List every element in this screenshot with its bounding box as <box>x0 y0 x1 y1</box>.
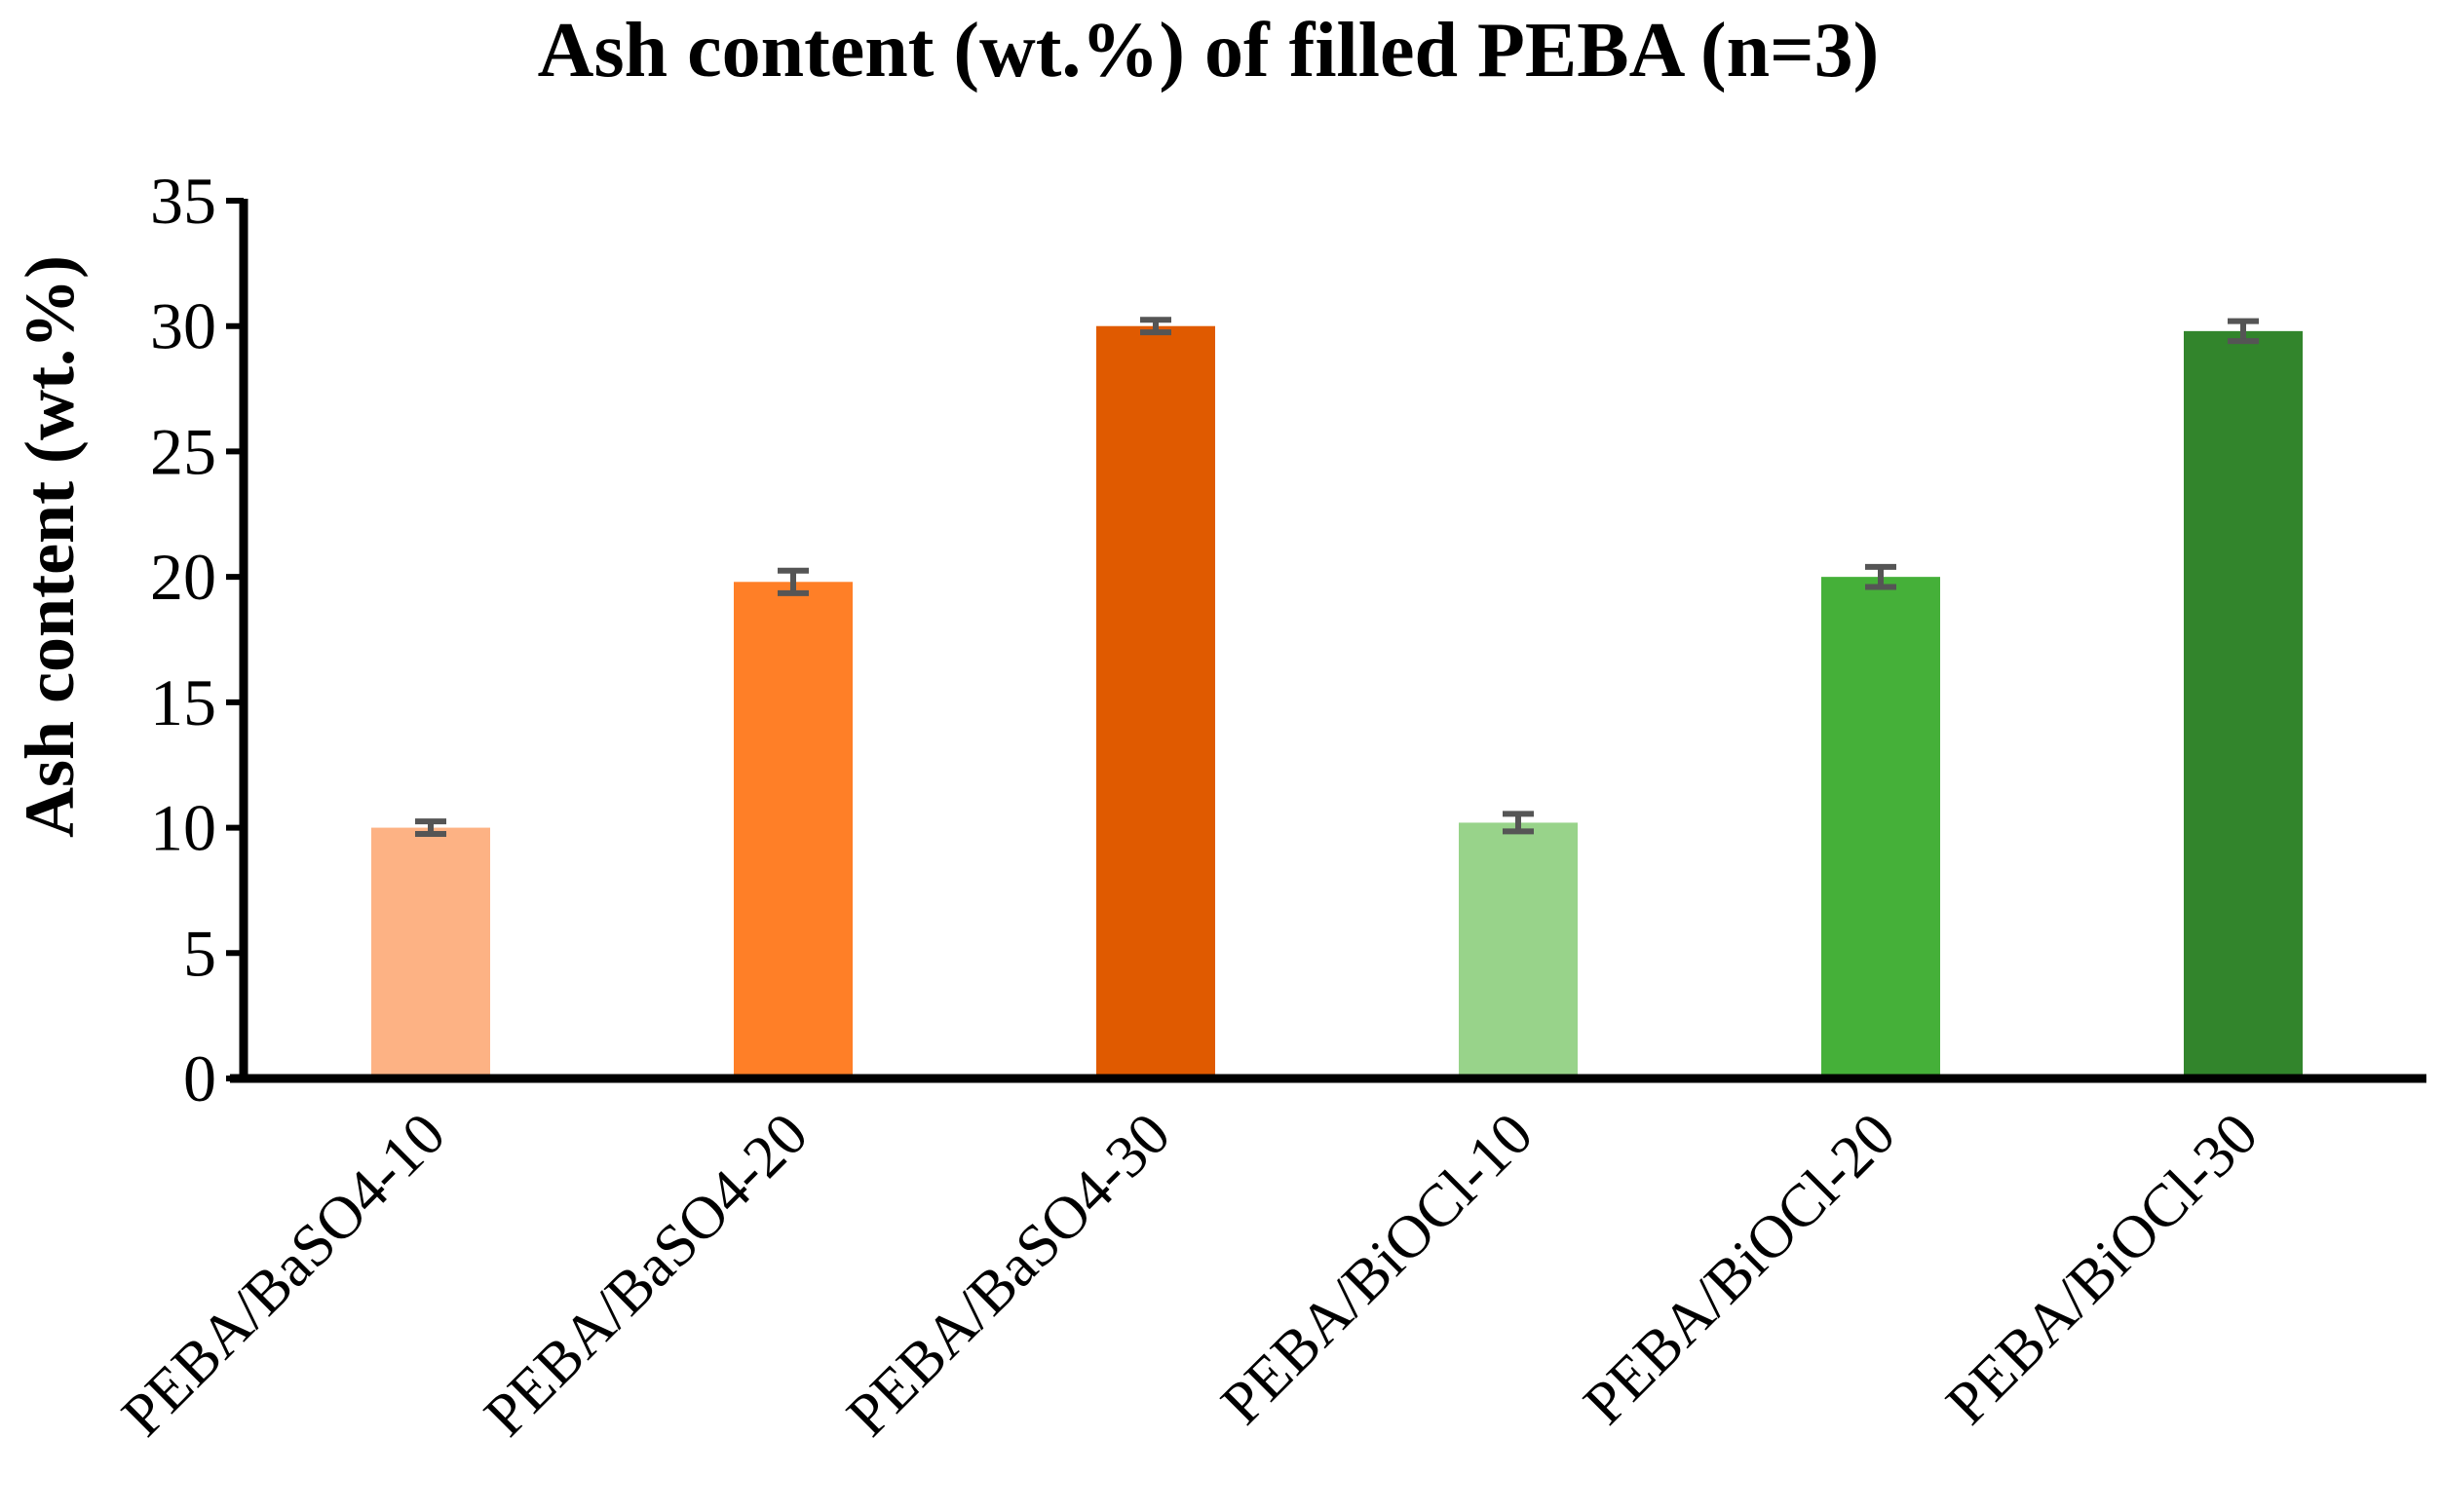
y-tick-label: 10 <box>150 791 216 865</box>
axes-group <box>230 199 2426 1083</box>
bar-peba-biocl-20 <box>1821 577 1940 1078</box>
error-bar <box>778 567 809 596</box>
y-tick-label: 35 <box>150 164 216 238</box>
error-bar <box>1865 563 1896 590</box>
y-tick-label: 30 <box>150 289 216 363</box>
bar-peba-biocl-30 <box>2184 330 2303 1078</box>
bar-peba-baso4-30 <box>1096 325 1215 1078</box>
error-bar <box>415 818 446 838</box>
y-tick-label: 15 <box>150 665 216 739</box>
x-tick-label: PEBA/BaSO4-30 <box>834 1101 1182 1449</box>
bar-peba-biocl-10 <box>1459 822 1578 1078</box>
error-bar <box>2228 318 2259 345</box>
x-ticks-group: PEBA/BaSO4-10 PEBA/BaSO4-20 PEBA/BaSO4-30 P… <box>109 1101 2270 1449</box>
chart-title: Ash content (wt.%) of filled PEBA (n=3) <box>538 8 1880 94</box>
y-ticks-group: 0 5 10 15 20 25 30 35 <box>150 164 244 1115</box>
y-tick-label: 0 <box>183 1041 216 1115</box>
y-tick-label: 25 <box>150 414 216 488</box>
error-bars-group <box>415 317 2259 838</box>
x-tick-label: PEBA/BiOCl-10 <box>1209 1101 1545 1437</box>
bar-peba-baso4-20 <box>734 582 853 1078</box>
bars-group <box>371 325 2303 1078</box>
y-tick-label: 5 <box>183 916 216 990</box>
bar-peba-baso4-10 <box>371 827 490 1078</box>
x-tick-label: PEBA/BaSO4-20 <box>472 1101 820 1449</box>
y-axis-label: Ash content (wt.%) <box>11 255 89 838</box>
error-bar <box>1140 317 1171 336</box>
x-tick-label: PEBA/BaSO4-10 <box>109 1101 457 1449</box>
x-tick-label: PEBA/BiOCl-30 <box>1934 1101 2270 1437</box>
y-tick-label: 20 <box>150 540 216 614</box>
x-tick-label: PEBA/BiOCl-20 <box>1572 1101 1908 1437</box>
error-bar <box>1503 811 1534 835</box>
